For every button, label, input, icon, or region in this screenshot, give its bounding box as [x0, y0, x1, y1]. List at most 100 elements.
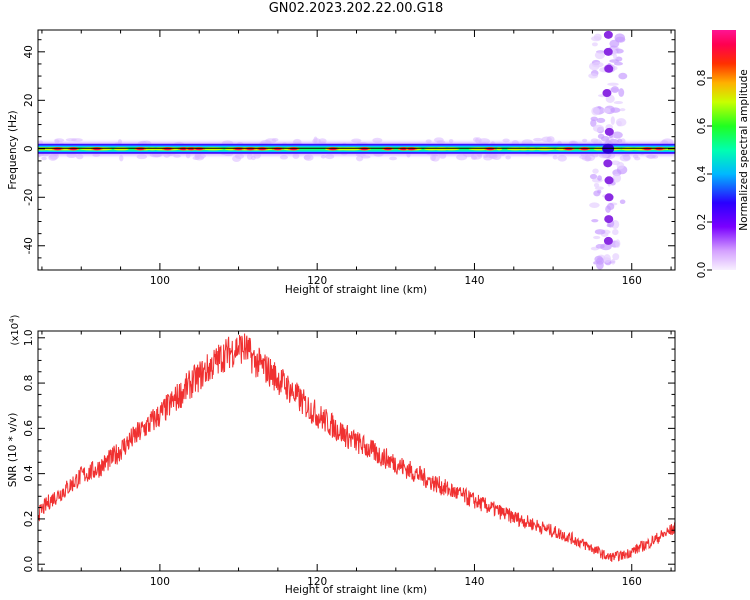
- vertical-band-speckle: [596, 117, 606, 123]
- spectral-speckle: [65, 138, 77, 142]
- vertical-band-peak: [602, 89, 612, 98]
- spectral-speckle: [361, 155, 371, 159]
- snr-x-tick-label: 100: [150, 576, 170, 588]
- vertical-band-speckle: [609, 39, 620, 48]
- vertical-band-speckle: [602, 108, 611, 114]
- spectrogram-x-tick-label: 100: [150, 275, 170, 287]
- spectrogram-y-tick-label: 20: [23, 94, 35, 107]
- spectral-speckle: [433, 137, 444, 143]
- spectral-speckle: [303, 154, 314, 161]
- vertical-band-speckle: [594, 51, 605, 60]
- spectrogram-y-tick-label: 0: [23, 145, 35, 152]
- vertical-band-speckle: [618, 88, 625, 97]
- snr-x-tick-label: 120: [307, 576, 327, 588]
- colorbar-gradient: [712, 30, 736, 270]
- vertical-band-speckle: [609, 107, 621, 113]
- vertical-band-speckle: [593, 190, 601, 197]
- vertical-band-speckle: [605, 205, 611, 213]
- vertical-band-speckle: [590, 116, 598, 121]
- vertical-band-speckle: [591, 42, 598, 47]
- vertical-band-speckle: [619, 199, 626, 205]
- vertical-band-speckle: [595, 244, 605, 249]
- spectral-speckle: [389, 156, 397, 161]
- snr-y-tick-label: 1.0: [23, 329, 35, 346]
- snr-y-multiplier: (x104): [8, 314, 21, 345]
- vertical-band-speckle: [612, 253, 620, 261]
- vertical-band-speckle: [593, 235, 601, 240]
- vertical-band-peak: [604, 176, 614, 185]
- vertical-band-speckle: [591, 218, 599, 223]
- colorbar-tick-label: 0.0: [696, 262, 708, 279]
- vertical-band-speckle: [592, 124, 604, 133]
- snr-y-axis-label: SNR (10 * v/v): [7, 413, 19, 488]
- colorbar-tick-label: 0.6: [696, 117, 708, 134]
- spectrogram-heatmap: [38, 30, 675, 270]
- vertical-band-speckle: [616, 161, 625, 170]
- spectral-speckle: [320, 154, 326, 159]
- vertical-band-speckle: [612, 229, 619, 236]
- vertical-band-peak: [604, 64, 614, 73]
- vertical-band-peak: [603, 30, 613, 39]
- spectral-speckle: [582, 138, 588, 143]
- vertical-band-speckle: [603, 254, 611, 263]
- snr-series-line: [38, 333, 675, 562]
- snr-y-tick-label: 0.0: [23, 556, 35, 573]
- spectral-speckle: [584, 155, 591, 162]
- spectral-speckle: [54, 138, 65, 143]
- spectrogram-y-tick-label: 40: [23, 45, 35, 58]
- vertical-band-speckle: [613, 61, 623, 66]
- vertical-band-speckle: [607, 82, 619, 86]
- spectral-speckle: [546, 136, 555, 143]
- vertical-band-speckle: [610, 258, 616, 265]
- colorbar-tick-label: 0.4: [696, 165, 708, 182]
- spectrogram-ticks: 100 120 140 160 -40 -20 0 20 40: [23, 30, 675, 287]
- vertical-band-speckle: [588, 73, 599, 79]
- spectrogram-y-tick-label: -40: [23, 237, 35, 254]
- spectrogram-panel: 100 120 140 160 -40 -20 0 20 40 Height of straig…: [7, 29, 676, 296]
- snr-x-axis-label: Height of straight line (km): [285, 584, 427, 596]
- spectrogram-x-tick-label: 160: [622, 275, 642, 287]
- vertical-band-speckle: [594, 229, 606, 235]
- colorbar-tick-label: 0.8: [696, 70, 708, 87]
- spectral-speckle: [372, 137, 383, 143]
- colorbar-tick-label: 0.2: [696, 214, 708, 231]
- spectrogram-x-tick-label: 120: [307, 275, 327, 287]
- figure-title: GN02.2023.202.22.00.G18: [268, 1, 444, 16]
- snr-y-tick-label: 0.2: [23, 511, 35, 528]
- vertical-band-speckle: [618, 72, 628, 80]
- vertical-band-peak: [603, 159, 613, 168]
- vertical-band-speckle: [619, 108, 626, 112]
- vertical-band-speckle: [589, 202, 600, 208]
- spectral-speckle: [119, 154, 124, 162]
- snr-panel: 100 120 140 160 0.0 0.2 0.4 0.6 0.8 1.0 Height of…: [7, 314, 676, 596]
- vertical-band-speckle: [596, 257, 605, 265]
- vertical-band-speckle: [609, 59, 620, 63]
- snr-y-tick-label: 0.4: [23, 465, 35, 482]
- spectral-speckle: [552, 155, 558, 160]
- spectral-speckle: [557, 154, 567, 162]
- vertical-band-speckle: [589, 173, 598, 180]
- spectral-speckle: [41, 156, 47, 161]
- colorbar-ticks: 0.0 0.2 0.4 0.6 0.8: [696, 70, 712, 279]
- vertical-band-speckle: [615, 118, 627, 127]
- spectral-speckle: [483, 155, 493, 161]
- spectral-speckle: [533, 137, 543, 142]
- spectral-speckle: [505, 155, 511, 160]
- vertical-band-speckle: [597, 133, 605, 139]
- vertical-band-speckle: [615, 239, 621, 248]
- colorbar-label: Normalized spectral amplitude: [738, 69, 750, 230]
- vertical-band-speckle: [591, 106, 600, 116]
- snr-y-tick-label: 0.6: [23, 420, 35, 437]
- vertical-band-peak: [603, 236, 613, 245]
- vertical-band-peak: [604, 215, 614, 224]
- vertical-band-speckle: [593, 182, 600, 188]
- vertical-band-speckle: [610, 86, 619, 94]
- spectral-speckle: [502, 138, 510, 143]
- vertical-band-speckle: [613, 53, 618, 60]
- spectral-speckle: [279, 155, 288, 160]
- snr-y-tick-label: 0.8: [23, 375, 35, 392]
- vertical-band-speckle: [590, 119, 597, 127]
- vertical-band-speckle: [610, 116, 615, 125]
- vertical-band-speckle: [612, 173, 622, 183]
